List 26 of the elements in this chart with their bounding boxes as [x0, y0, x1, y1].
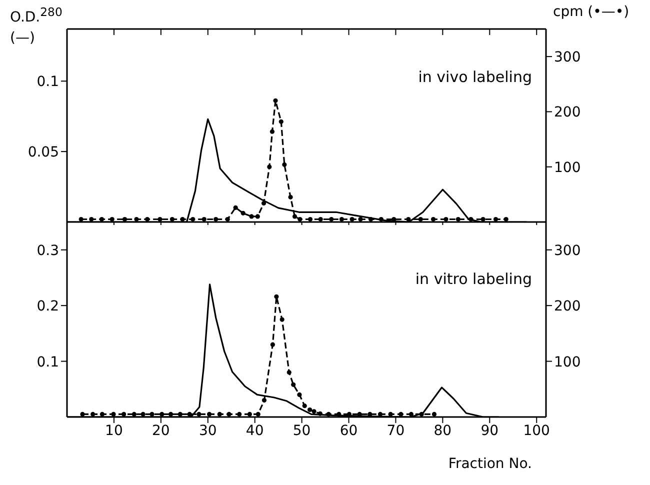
y2-axis-title: cpm (•—•)	[553, 4, 630, 20]
x-axis-title: Fraction No.	[448, 456, 532, 472]
y-tick-label: 0.3	[36, 242, 59, 259]
y-tick-label: 0.1	[36, 354, 59, 370]
x-tick-label: 80	[434, 422, 452, 439]
annotation: in vivo labeling	[418, 68, 532, 86]
x-tick-label: 20	[152, 422, 170, 439]
y-tick-label: 0.05	[28, 144, 59, 161]
x-tick-label: 10	[105, 422, 123, 439]
x-tick-label: 30	[198, 422, 217, 439]
x-tick-label: 40	[246, 422, 264, 439]
annotation: in vitro labeling	[415, 270, 532, 288]
y2-tick-label: 200	[554, 104, 581, 121]
x-tick-label: 70	[386, 422, 405, 439]
x-tick-label: 90	[480, 422, 499, 439]
y2-tick-label: 300	[554, 50, 581, 66]
y-axis-title: O.D.$^{280}$ (—)	[10, 4, 62, 48]
x-tick-label: 50	[292, 422, 311, 439]
x-tick-label: 100	[523, 422, 550, 439]
y2-tick-label: 200	[554, 298, 581, 315]
y2-tick-label: 300	[554, 242, 581, 259]
y2-tick-label: 100	[554, 160, 581, 176]
y-tick-label: 0.1	[36, 74, 59, 90]
x-tick-label: 60	[340, 422, 358, 439]
y2-tick-label: 100	[554, 354, 581, 370]
y-tick-label: 0.2	[36, 298, 59, 315]
